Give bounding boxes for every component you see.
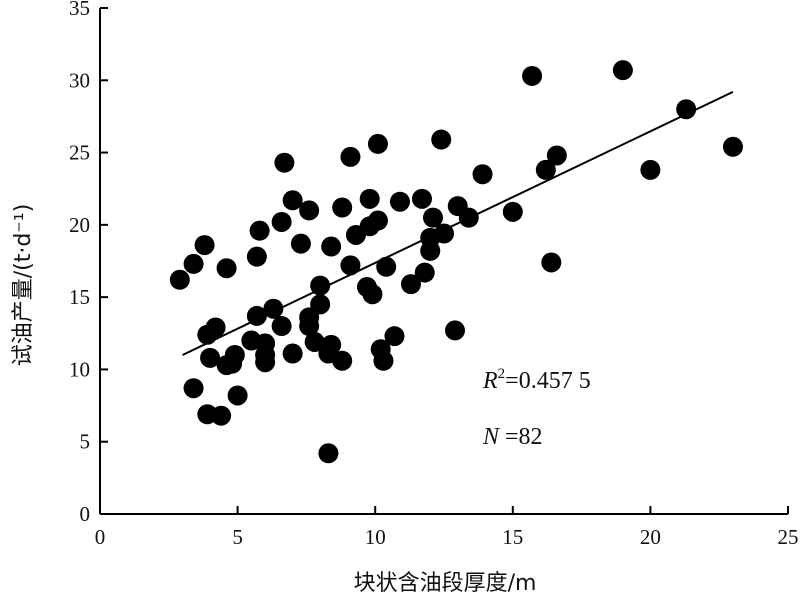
data-point: [340, 255, 361, 276]
data-point: [472, 164, 493, 185]
data-point: [640, 159, 661, 180]
data-point: [367, 133, 388, 154]
data-point: [271, 316, 292, 337]
r2-value: =0.457 5: [505, 368, 591, 394]
data-point: [384, 326, 405, 347]
y-tick-label: 20: [69, 213, 90, 237]
data-point: [200, 347, 221, 368]
data-point: [367, 210, 388, 231]
data-point: [373, 350, 394, 371]
y-tick-label: 35: [69, 0, 90, 20]
data-point: [422, 207, 443, 228]
data-point: [246, 246, 267, 267]
data-point: [183, 253, 204, 274]
data-point: [290, 233, 311, 254]
data-point: [389, 191, 410, 212]
data-point: [340, 146, 361, 167]
y-ticks: 0 5 10 15 20 25 30 35: [69, 0, 108, 526]
data-point: [522, 65, 543, 86]
data-point: [222, 353, 243, 374]
data-point: [271, 211, 292, 232]
y-tick-label: 30: [69, 68, 90, 92]
data-point: [722, 136, 743, 157]
data-point: [282, 343, 303, 364]
data-point: [535, 159, 556, 180]
data-point: [304, 331, 325, 352]
x-tick-label: 5: [232, 525, 243, 549]
data-point: [321, 236, 342, 257]
data-point: [299, 316, 320, 337]
data-point: [414, 262, 435, 283]
data-point: [359, 188, 380, 209]
data-point: [411, 188, 432, 209]
n-symbol: N: [482, 424, 501, 450]
data-point: [183, 378, 204, 399]
n-value: =82: [499, 424, 543, 450]
y-tick-label: 5: [80, 430, 91, 454]
data-point: [332, 350, 353, 371]
n-annotation: N =82: [482, 424, 543, 450]
data-point: [546, 145, 567, 166]
x-tick-label: 15: [502, 525, 523, 549]
data-point: [332, 197, 353, 218]
data-point: [211, 405, 232, 426]
data-point: [299, 200, 320, 221]
x-axis-title: 块状含油段厚度/m: [354, 571, 537, 596]
data-point: [376, 256, 397, 277]
axes: 0 5 10 15 20 25 0 5 10 15 20 25 30 35: [69, 0, 799, 549]
data-point: [321, 334, 342, 355]
data-point: [274, 152, 295, 173]
data-point: [676, 99, 697, 120]
data-point: [502, 201, 523, 222]
x-tick-label: 0: [95, 525, 106, 549]
data-point: [431, 129, 452, 150]
data-point: [255, 352, 276, 373]
trend-line: [182, 90, 734, 356]
data-point: [227, 385, 248, 406]
y-tick-label: 10: [69, 357, 90, 381]
data-point: [169, 269, 190, 290]
data-point: [445, 320, 466, 341]
data-point: [612, 60, 633, 81]
r2-superscript: 2: [498, 366, 506, 382]
x-tick-label: 10: [365, 525, 386, 549]
y-tick-label: 15: [69, 285, 90, 309]
data-point: [216, 258, 237, 279]
r2-symbol: R: [482, 368, 498, 394]
data-point: [362, 284, 383, 305]
data-point: [541, 252, 562, 273]
data-points: [169, 60, 743, 464]
x-tick-label: 25: [778, 525, 799, 549]
y-axis-title: 试油产量/(t·d⁻¹): [11, 204, 36, 367]
data-point: [318, 443, 339, 464]
data-point: [194, 235, 215, 256]
r-squared-annotation: R2=0.457 5: [482, 366, 591, 394]
x-ticks: 0 5 10 15 20 25: [95, 506, 799, 549]
y-tick-label: 25: [69, 141, 90, 165]
data-point: [310, 294, 331, 315]
data-point: [205, 317, 226, 338]
data-point: [400, 274, 421, 295]
x-tick-label: 20: [640, 525, 661, 549]
data-point: [249, 220, 270, 241]
y-tick-label: 0: [80, 502, 91, 526]
data-point: [282, 190, 303, 211]
